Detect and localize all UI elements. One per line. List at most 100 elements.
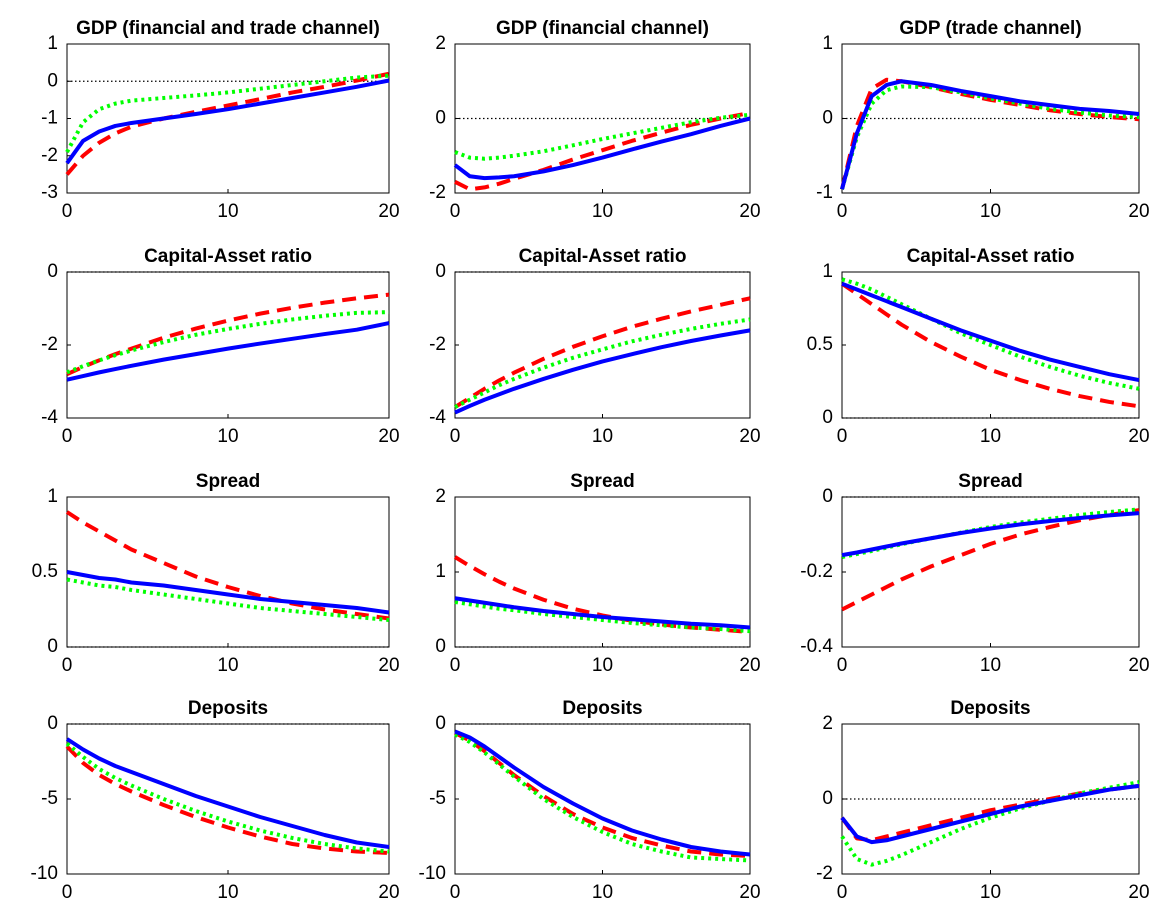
y-tick-label: -10 bbox=[31, 863, 58, 884]
series-line bbox=[454, 600, 751, 634]
series-line bbox=[454, 731, 751, 858]
series-line bbox=[65, 78, 390, 165]
y-tick-label: 0 bbox=[47, 70, 58, 91]
x-tick-label: 0 bbox=[450, 201, 461, 222]
y-tick-label: -5 bbox=[429, 788, 446, 809]
y-tick-label: -2 bbox=[41, 145, 58, 166]
chart-title: Deposits bbox=[188, 698, 268, 719]
series-line bbox=[65, 71, 390, 176]
y-tick-label: 0 bbox=[435, 713, 446, 734]
x-tick-label: 10 bbox=[217, 882, 238, 903]
x-tick-label: 0 bbox=[450, 655, 461, 676]
series-line bbox=[841, 281, 1140, 383]
axes-box bbox=[66, 496, 390, 648]
series-line bbox=[66, 292, 390, 377]
y-tick-label: -2 bbox=[41, 334, 58, 355]
axes-box bbox=[454, 723, 751, 875]
chart-title: Capital-Asset ratio bbox=[519, 246, 687, 267]
y-tick-label: -4 bbox=[429, 407, 446, 428]
x-tick-label: 10 bbox=[592, 201, 613, 222]
axes-box bbox=[66, 271, 390, 419]
y-tick-label: 0 bbox=[435, 261, 446, 282]
chart-title: Deposits bbox=[950, 698, 1030, 719]
series-line bbox=[65, 510, 390, 621]
x-tick-label: 10 bbox=[592, 655, 613, 676]
y-tick-label: 1 bbox=[47, 486, 58, 507]
axes-box bbox=[454, 271, 751, 419]
x-tick-label: 20 bbox=[1128, 201, 1149, 222]
x-tick-label: 20 bbox=[739, 426, 760, 447]
series-line bbox=[454, 110, 751, 192]
series-line bbox=[453, 555, 751, 634]
series-line bbox=[454, 317, 751, 409]
x-tick-label: 0 bbox=[837, 201, 848, 222]
series-line bbox=[66, 321, 390, 382]
series-line bbox=[65, 737, 390, 849]
series-line bbox=[841, 508, 1140, 612]
x-tick-label: 20 bbox=[1128, 426, 1149, 447]
x-tick-label: 0 bbox=[450, 426, 461, 447]
x-tick-label: 10 bbox=[980, 882, 1001, 903]
chart-title: GDP (trade channel) bbox=[899, 18, 1081, 39]
y-tick-label: -1 bbox=[816, 182, 833, 203]
y-tick-label: 0.5 bbox=[32, 561, 58, 582]
series-line bbox=[453, 296, 751, 409]
chart-title: Capital-Asset ratio bbox=[144, 246, 312, 267]
x-tick-label: 10 bbox=[980, 426, 1001, 447]
series-line bbox=[66, 577, 390, 622]
chart-title: Deposits bbox=[562, 698, 642, 719]
series-line bbox=[841, 511, 1140, 558]
series-line bbox=[66, 310, 390, 375]
axes-box bbox=[66, 43, 390, 194]
x-tick-label: 0 bbox=[450, 882, 461, 903]
series-line bbox=[453, 116, 751, 181]
x-tick-label: 10 bbox=[592, 426, 613, 447]
x-tick-label: 10 bbox=[217, 201, 238, 222]
y-tick-label: -10 bbox=[419, 863, 446, 884]
x-tick-label: 20 bbox=[739, 201, 760, 222]
y-tick-label: -4 bbox=[41, 407, 58, 428]
x-tick-label: 20 bbox=[739, 882, 760, 903]
x-tick-label: 10 bbox=[217, 426, 238, 447]
x-tick-label: 20 bbox=[378, 882, 399, 903]
chart-title: Spread bbox=[958, 471, 1022, 492]
series-line bbox=[840, 780, 1140, 867]
y-tick-label: 0 bbox=[822, 407, 833, 428]
y-tick-label: 2 bbox=[435, 486, 446, 507]
series-line bbox=[840, 282, 1140, 409]
y-tick-label: -2 bbox=[429, 182, 446, 203]
x-tick-label: 0 bbox=[62, 882, 73, 903]
y-tick-label: -2 bbox=[816, 863, 833, 884]
y-tick-label: 1 bbox=[435, 561, 446, 582]
y-tick-label: 0 bbox=[435, 108, 446, 129]
axes-box bbox=[454, 496, 751, 648]
x-tick-label: 0 bbox=[837, 655, 848, 676]
series-line bbox=[454, 112, 751, 161]
chart-title: GDP (financial and trade channel) bbox=[76, 18, 380, 39]
x-tick-label: 10 bbox=[980, 655, 1001, 676]
y-tick-label: 0 bbox=[435, 636, 446, 657]
y-tick-label: -5 bbox=[41, 788, 58, 809]
x-tick-label: 20 bbox=[378, 201, 399, 222]
y-tick-label: -0.2 bbox=[800, 561, 833, 582]
series-line bbox=[454, 732, 751, 863]
y-tick-label: 0 bbox=[47, 636, 58, 657]
y-tick-label: 0 bbox=[822, 486, 833, 507]
x-tick-label: 0 bbox=[837, 426, 848, 447]
y-tick-label: -2 bbox=[429, 334, 446, 355]
y-tick-label: 1 bbox=[822, 261, 833, 282]
x-tick-label: 10 bbox=[980, 201, 1001, 222]
y-tick-label: -0.4 bbox=[800, 636, 833, 657]
x-tick-label: 10 bbox=[592, 882, 613, 903]
y-tick-label: 0 bbox=[822, 788, 833, 809]
x-tick-label: 0 bbox=[62, 201, 73, 222]
series-line bbox=[840, 79, 1140, 190]
x-tick-label: 20 bbox=[1128, 882, 1149, 903]
y-tick-label: -3 bbox=[41, 182, 58, 203]
series-line bbox=[454, 328, 751, 415]
x-tick-label: 10 bbox=[217, 655, 238, 676]
y-tick-label: 1 bbox=[47, 33, 58, 54]
chart-title: Spread bbox=[570, 471, 634, 492]
